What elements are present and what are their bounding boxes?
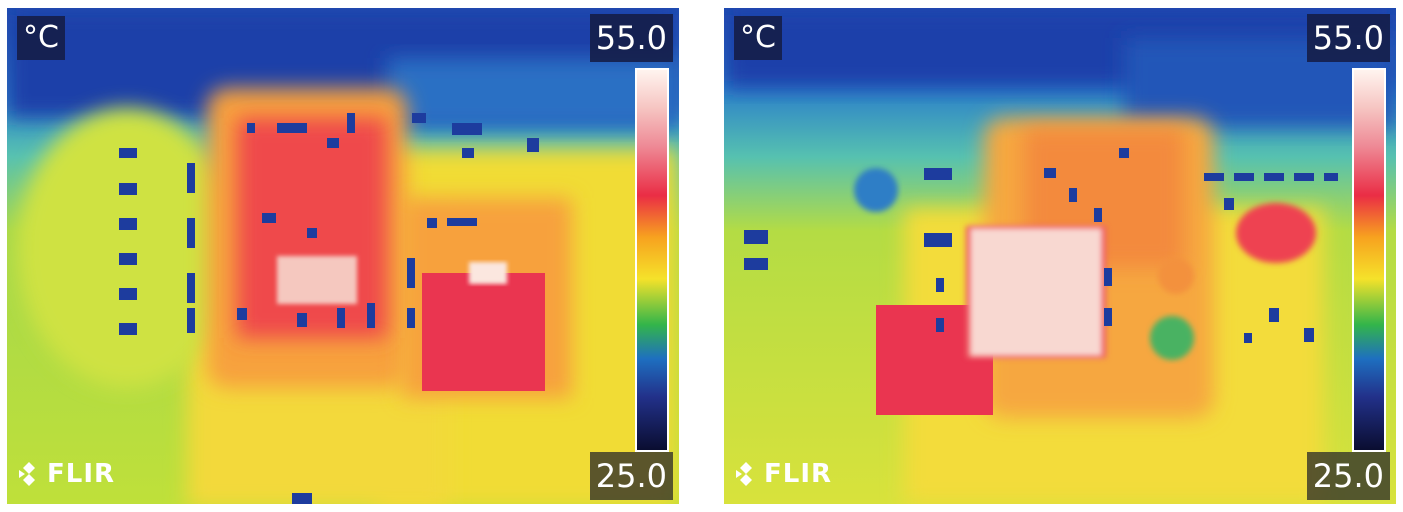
- scale-max-label: 55.0: [589, 14, 673, 62]
- temperature-unit-label: °C: [17, 16, 65, 60]
- thermal-image-right: °C 55.0 25.0 FLIR: [724, 8, 1396, 504]
- flir-logo-text: FLIR: [47, 459, 116, 489]
- flir-logo: FLIR: [732, 454, 832, 494]
- thermal-image-left: °C 55.0 25.0 FLIR: [7, 8, 679, 504]
- scale-min-label: 25.0: [1306, 452, 1390, 500]
- flir-logo-icon: [19, 462, 35, 486]
- scale-min-label: 25.0: [589, 452, 673, 500]
- flir-logo-text: FLIR: [764, 459, 833, 489]
- flir-logo-icon: [736, 462, 752, 486]
- flir-logo: FLIR: [15, 454, 115, 494]
- thermal-scene-left: [7, 8, 679, 504]
- thermal-scene-right: [724, 8, 1396, 504]
- scale-max-label: 55.0: [1306, 14, 1390, 62]
- temperature-unit-label: °C: [734, 16, 782, 60]
- temperature-color-scale: [1352, 68, 1386, 452]
- temperature-color-scale: [635, 68, 669, 452]
